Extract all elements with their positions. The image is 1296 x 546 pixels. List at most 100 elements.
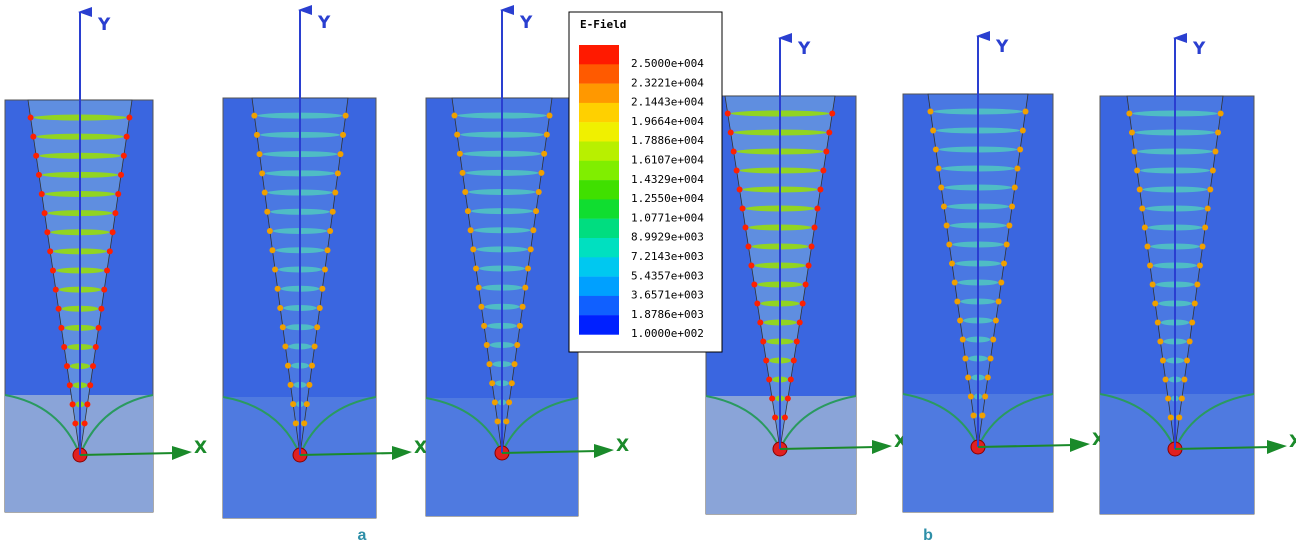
- field-peak: [312, 343, 318, 349]
- legend-label: 8.9929e+003: [631, 231, 704, 244]
- field-peak: [806, 263, 812, 269]
- legend-swatch: [579, 45, 619, 65]
- legend-label: 2.5000e+004: [631, 57, 704, 70]
- field-peak: [451, 113, 457, 119]
- x-axis-label: X: [616, 436, 629, 456]
- field-peak: [742, 225, 748, 231]
- panel: YX: [706, 38, 907, 514]
- field-peak: [1212, 149, 1218, 155]
- field-peak: [259, 170, 265, 176]
- field-peak: [96, 325, 102, 331]
- field-peak: [473, 266, 479, 272]
- field-peak: [517, 323, 523, 329]
- field-peak: [124, 134, 130, 140]
- legend-label: 3.6571e+003: [631, 289, 704, 302]
- legend-title: E-Field: [580, 18, 626, 31]
- field-peak: [933, 147, 939, 153]
- field-peak: [478, 304, 484, 310]
- legend-label: 1.8786e+003: [631, 308, 704, 321]
- field-peak: [486, 361, 492, 367]
- field-peak: [1014, 166, 1020, 172]
- field-peak: [322, 267, 328, 273]
- field-peak: [1160, 358, 1166, 364]
- field-peak: [272, 267, 278, 273]
- field-peak: [754, 301, 760, 307]
- legend-swatch: [579, 199, 619, 219]
- legend-swatch: [579, 315, 619, 335]
- field-peak: [251, 113, 257, 119]
- field-peak: [763, 358, 769, 364]
- legend-swatch: [579, 161, 619, 181]
- field-peak: [267, 228, 273, 234]
- field-peak: [927, 109, 933, 115]
- field-peak: [67, 382, 73, 388]
- field-peak: [533, 208, 539, 214]
- y-axis-label: Y: [1192, 39, 1206, 59]
- field-peak: [820, 168, 826, 174]
- field-peak: [1152, 301, 1158, 307]
- field-peak: [536, 189, 542, 195]
- field-peak: [290, 401, 296, 407]
- field-peak: [87, 382, 93, 388]
- panel: YX: [903, 36, 1105, 512]
- field-peak: [1132, 149, 1138, 155]
- field-peak: [782, 415, 788, 421]
- field-peak: [957, 318, 963, 324]
- field-peak: [115, 191, 121, 197]
- field-peak: [1155, 320, 1161, 326]
- y-axis-label: Y: [519, 13, 533, 33]
- field-peak: [528, 246, 534, 252]
- field-peak: [306, 382, 312, 388]
- field-peak: [988, 356, 994, 362]
- field-peak: [946, 242, 952, 248]
- field-peak: [944, 223, 950, 229]
- field-peak: [1165, 396, 1171, 402]
- field-peak: [760, 339, 766, 345]
- field-peak: [495, 418, 501, 424]
- field-peak: [503, 418, 509, 424]
- field-peak: [949, 261, 955, 267]
- field-peak: [107, 248, 113, 254]
- field-peak: [84, 401, 90, 407]
- field-peak: [962, 356, 968, 362]
- field-peak: [72, 420, 78, 426]
- legend-label: 1.7886e+004: [631, 134, 704, 147]
- legend-label: 7.2143e+003: [631, 250, 704, 263]
- field-peak: [522, 285, 528, 291]
- legend-label: 1.6107e+004: [631, 154, 704, 167]
- field-peak: [936, 166, 942, 172]
- legend-label: 2.3221e+004: [631, 76, 704, 89]
- field-peak: [340, 132, 346, 138]
- field-peak: [509, 380, 515, 386]
- field-peak: [465, 208, 471, 214]
- field-peak: [954, 299, 960, 305]
- field-peak: [343, 113, 349, 119]
- field-peak: [1184, 358, 1190, 364]
- field-peak: [1139, 206, 1145, 212]
- field-peak: [330, 209, 336, 215]
- field-peak: [998, 280, 1004, 286]
- field-peak: [971, 413, 977, 419]
- caption: a: [358, 527, 367, 544]
- legend-label: 2.1443e+004: [631, 96, 704, 109]
- field-peak: [462, 189, 468, 195]
- field-peak: [1179, 396, 1185, 402]
- field-peak: [33, 153, 39, 159]
- field-peak: [829, 111, 835, 117]
- field-peak: [800, 301, 806, 307]
- legend-swatch: [579, 122, 619, 142]
- field-peak: [748, 263, 754, 269]
- field-peak: [996, 299, 1002, 305]
- field-peak: [993, 318, 999, 324]
- field-peak: [58, 325, 64, 331]
- panel: YX: [1100, 38, 1296, 514]
- x-arrow: [872, 440, 892, 454]
- field-peak: [126, 115, 132, 121]
- field-peak: [468, 227, 474, 233]
- field-peak: [960, 337, 966, 343]
- field-peak: [1009, 204, 1015, 210]
- field-peak: [812, 225, 818, 231]
- field-peak: [262, 190, 268, 196]
- field-peak: [325, 247, 331, 253]
- field-peak: [541, 151, 547, 157]
